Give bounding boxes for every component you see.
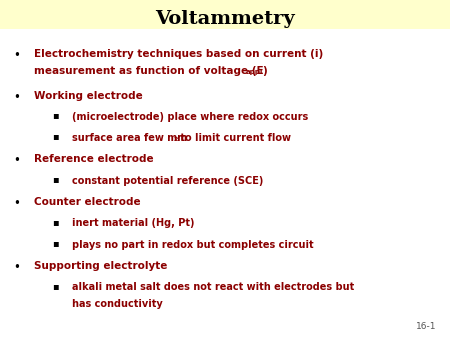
Text: Voltammetry: Voltammetry <box>155 9 295 28</box>
Text: constant potential reference (SCE): constant potential reference (SCE) <box>72 176 263 186</box>
Text: Reference electrode: Reference electrode <box>34 154 153 165</box>
Text: alkali metal salt does not react with electrodes but: alkali metal salt does not react with el… <box>72 282 354 292</box>
Text: (microelectrode) place where redox occurs: (microelectrode) place where redox occur… <box>72 112 308 122</box>
Text: 16-1: 16-1 <box>416 322 436 331</box>
Text: •: • <box>14 261 20 274</box>
Text: ▪: ▪ <box>52 217 58 227</box>
Text: Supporting electrolyte: Supporting electrolyte <box>34 261 167 271</box>
Text: surface area few mm: surface area few mm <box>72 133 187 143</box>
Text: measurement as function of voltage (E: measurement as function of voltage (E <box>34 66 263 76</box>
Text: to limit current flow: to limit current flow <box>177 133 292 143</box>
Text: 2: 2 <box>174 137 178 142</box>
Text: •: • <box>14 91 20 103</box>
Text: plays no part in redox but completes circuit: plays no part in redox but completes cir… <box>72 240 314 250</box>
Text: •: • <box>14 154 20 167</box>
Text: ▪: ▪ <box>52 110 58 120</box>
Text: Counter electrode: Counter electrode <box>34 197 140 207</box>
Text: ▪: ▪ <box>52 238 58 248</box>
Text: ): ) <box>262 66 267 76</box>
Text: appl: appl <box>246 69 263 75</box>
Text: •: • <box>14 49 20 62</box>
Text: ▪: ▪ <box>52 174 58 184</box>
Text: Electrochemistry techniques based on current (i): Electrochemistry techniques based on cur… <box>34 49 323 59</box>
Text: •: • <box>14 197 20 210</box>
Text: inert material (Hg, Pt): inert material (Hg, Pt) <box>72 218 194 228</box>
Text: ▪: ▪ <box>52 281 58 291</box>
FancyBboxPatch shape <box>0 0 450 29</box>
Text: has conductivity: has conductivity <box>72 299 163 309</box>
Text: ▪: ▪ <box>52 131 58 142</box>
Text: Working electrode: Working electrode <box>34 91 143 101</box>
